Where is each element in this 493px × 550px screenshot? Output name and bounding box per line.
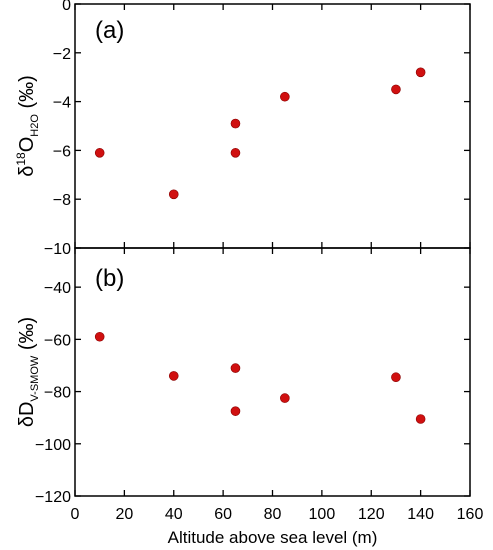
x-tick-label: 100 xyxy=(309,506,336,523)
data-point xyxy=(280,91,290,102)
y-tick-label: −4 xyxy=(53,95,71,112)
x-tick-label: 120 xyxy=(358,506,385,523)
y-tick-label: 0 xyxy=(62,0,71,14)
data-point xyxy=(415,67,426,78)
data-point xyxy=(94,331,105,342)
x-axis-label: Altitude above sea level (m) xyxy=(168,528,378,547)
data-point xyxy=(230,363,241,373)
x-tick-label: 20 xyxy=(115,506,133,523)
y-tick-label: −10 xyxy=(44,241,71,258)
data-point xyxy=(94,148,105,158)
x-tick-label: 0 xyxy=(71,506,80,523)
y-axis-label: δDV-SMOW (‰) xyxy=(16,317,41,427)
x-tick-label: 80 xyxy=(264,506,282,523)
data-point xyxy=(391,372,401,383)
panel-label: (b) xyxy=(95,265,124,292)
x-tick-label: 140 xyxy=(407,506,434,523)
data-point xyxy=(230,406,241,416)
plot-frame xyxy=(74,247,471,497)
y-tick-label: −40 xyxy=(44,280,71,297)
x-axis: 0 20 40 60 80 100 120 140 160 Altitude above sea … xyxy=(71,506,484,547)
data-point xyxy=(280,393,290,403)
y-tick-label: −100 xyxy=(35,437,71,454)
y-tick-label: −8 xyxy=(53,192,71,209)
x-tick-label: 160 xyxy=(457,506,484,523)
panel-label: (a) xyxy=(95,17,124,44)
panel-a: 0 −2 −4 −6 −8 −10 (a) δ18OH2O (‰) xyxy=(14,0,471,258)
data-point xyxy=(168,371,179,381)
y-tick-label: −80 xyxy=(44,385,71,402)
plot-frame xyxy=(74,3,471,249)
y-tick-label: −120 xyxy=(35,489,71,506)
y-tick-label: −60 xyxy=(44,332,71,349)
data-point xyxy=(415,414,426,424)
y-tick-label: −6 xyxy=(53,143,71,160)
y-tick-label: −2 xyxy=(53,46,71,63)
data-point xyxy=(230,118,241,129)
data-point xyxy=(230,148,241,158)
data-point xyxy=(391,84,401,95)
y-axis-label: δ18OH2O (‰) xyxy=(14,75,41,177)
x-tick-label: 40 xyxy=(165,506,183,523)
panel-b: −40 −60 −80 −100 −120 (b) δDV-SMOW (‰) xyxy=(16,247,471,506)
x-tick-label: 60 xyxy=(214,506,232,523)
data-point xyxy=(168,189,179,200)
